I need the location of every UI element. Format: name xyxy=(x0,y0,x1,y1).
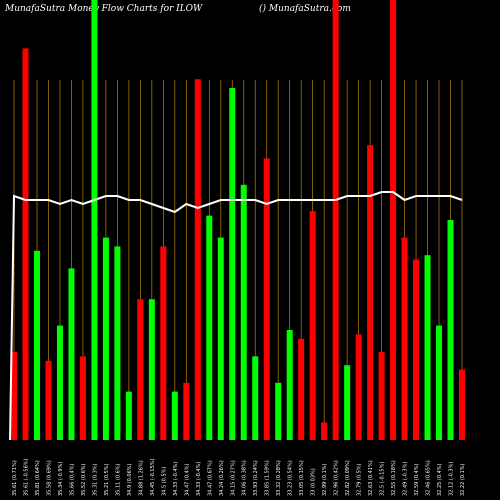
bar xyxy=(79,356,86,440)
site-credit: () MunafaSutra.com xyxy=(259,4,351,14)
x-tick-label: 33.05 (0.15%) xyxy=(299,460,305,496)
bar xyxy=(148,299,155,440)
x-tick-label: 33.93 (0.24%) xyxy=(253,460,259,496)
x-tick-label: 32.22 (0.1%) xyxy=(460,463,466,496)
bar xyxy=(206,215,213,440)
chart-title: MunafaSutra Money Flow Charts for ILOW xyxy=(5,4,203,14)
x-tick-label: 32.12 (-0.3%) xyxy=(449,462,455,496)
bar xyxy=(45,360,52,440)
bar xyxy=(344,365,351,440)
bar xyxy=(275,382,282,440)
bar xyxy=(298,338,305,440)
x-tick-label: 34.33 (-0.4%) xyxy=(196,462,202,496)
x-tick-label: 33 (0.03%) xyxy=(311,468,317,496)
money-flow-line xyxy=(9,191,463,441)
x-tick-label: 34.47 (0.4%) xyxy=(184,463,190,496)
bar xyxy=(401,237,408,440)
bar xyxy=(114,246,121,440)
bar xyxy=(390,0,397,440)
bar xyxy=(183,382,190,440)
x-tick-label: 35.21 (0.5%) xyxy=(104,463,110,496)
x-tick-label: 32.99 (0.1%) xyxy=(322,463,328,496)
x-tick-label: 32.55 (0.18%) xyxy=(391,460,397,496)
x-tick-label: 34.33 (-0.4%) xyxy=(173,462,179,496)
x-tick-label: 35.81 (0.64%) xyxy=(35,460,41,496)
bar xyxy=(252,356,259,440)
bar-series xyxy=(11,0,465,441)
bar xyxy=(263,158,270,440)
x-tick-label: 32.82 (0.09%) xyxy=(345,460,351,496)
x-tick-label: 35.52 (0.6%) xyxy=(81,463,87,496)
x-tick-label: 33.23 (0.54%) xyxy=(288,460,294,496)
x-tick-label: 32.59 (0.4%) xyxy=(414,463,420,496)
line-series xyxy=(9,191,463,441)
bar xyxy=(332,0,339,440)
x-tick-label: 34.45 (-0.15%) xyxy=(150,458,156,496)
bar xyxy=(102,237,109,440)
bar xyxy=(33,250,40,440)
bar xyxy=(56,325,63,440)
x-tick-label: 35.31 (0.3%) xyxy=(92,463,98,496)
bar xyxy=(91,0,98,440)
bar xyxy=(367,145,374,440)
x-tick-label: 32.96 (0.42%) xyxy=(334,460,340,496)
bar xyxy=(436,325,443,440)
x-tick-label: 32.63 (0.41%) xyxy=(368,460,374,496)
x-tick-label: 35.58 (0.69%) xyxy=(46,460,52,496)
bar xyxy=(378,352,385,440)
bar xyxy=(22,48,29,441)
x-tick-label: 34.06 (0.38%) xyxy=(242,460,248,496)
bar xyxy=(229,88,236,440)
bar xyxy=(355,334,362,440)
x-tick-label: 32.5 (-0.15%) xyxy=(380,462,386,496)
bar xyxy=(11,352,17,440)
x-tick-label: 34.15 (0.27%) xyxy=(230,460,236,496)
x-tick-label: 35.66 (0.4%) xyxy=(69,463,75,496)
x-tick-label: 35.61 (-0.56%) xyxy=(23,458,29,496)
bar xyxy=(194,79,201,440)
bar xyxy=(171,391,178,440)
x-tick-label: 34.9 (0.06%) xyxy=(127,463,133,496)
bar xyxy=(321,422,328,440)
x-tick-labels: 35.61 (0.71%) 35.61 (-0.56%) 35.81 (0.64%)… xyxy=(12,458,466,496)
x-tick-label: 32.79 (0.5%) xyxy=(357,463,363,496)
bar xyxy=(309,211,316,440)
bar xyxy=(413,259,420,440)
bar xyxy=(68,268,75,440)
bar xyxy=(240,184,247,440)
x-tick-label: 33.32 (0.28%) xyxy=(276,460,282,496)
x-tick-label: 34.88 (1.26%) xyxy=(138,460,144,496)
x-tick-label: 35.61 (0.71%) xyxy=(12,460,18,496)
x-tick-label: 33.85 (1.59%) xyxy=(265,460,271,496)
bar xyxy=(459,369,465,440)
bar xyxy=(286,330,293,440)
x-tick-label: 32.46 (0.65%) xyxy=(426,460,432,496)
bar xyxy=(217,237,224,440)
x-tick-label: 35.34 (-0.9%) xyxy=(58,462,64,496)
x-tick-label: 35.11 (0.6%) xyxy=(115,463,121,496)
x-tick-label: 34.5 (0.5%) xyxy=(161,467,167,496)
bar xyxy=(160,246,167,440)
x-tick-label: 32.25 (0.4%) xyxy=(437,463,443,496)
bar xyxy=(447,220,454,440)
x-tick-label: 34.47 (0.67%) xyxy=(207,460,213,496)
x-tick-label: 34.24 (0.26%) xyxy=(219,460,225,496)
bar xyxy=(125,391,132,440)
x-tick-label: 32.49 (-0.3%) xyxy=(403,462,409,496)
bar xyxy=(424,255,431,440)
bar xyxy=(137,299,144,440)
